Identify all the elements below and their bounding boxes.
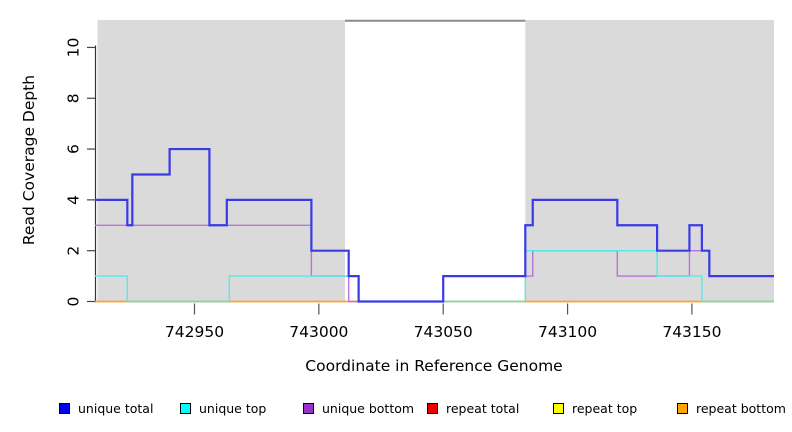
y-tick-label: 10 [64,38,82,58]
y-tick-label: 8 [64,93,82,103]
y-axis-title: Read Coverage Depth [20,74,38,246]
x-tick-label: 743000 [289,323,348,341]
legend-label: unique total [78,400,154,416]
repeat-region-right [525,20,774,303]
legend-swatch [677,402,688,414]
x-tick-label: 743050 [414,323,473,341]
legend-swatch [427,402,438,414]
legend-label: repeat top [572,400,638,416]
y-tick-label: 0 [64,297,82,307]
y-tick-label: 6 [64,144,82,154]
legend-swatch [553,402,564,414]
legend-item-unique-bottom: unique bottom [303,399,414,417]
legend-item-unique-total: unique total [59,399,153,417]
x-tick-label: 743100 [538,323,597,341]
legend-swatch [180,402,191,414]
legend-item-repeat-top: repeat top [553,399,637,417]
legend-item-repeat-total: repeat total [427,399,519,417]
series-line-unique-total [95,147,774,303]
legend-label: repeat total [446,400,520,416]
x-tick-label: 743150 [662,323,721,341]
legend-label: unique top [199,400,267,416]
legend-swatch [59,402,70,414]
legend-item-repeat-bottom: repeat bottom [677,399,786,417]
x-tick-label: 742950 [165,323,224,341]
legend-label: repeat bottom [696,400,786,416]
repeat-region-left [97,20,345,303]
y-tick-label: 4 [64,195,82,205]
y-tick-label: 2 [64,246,82,256]
legend-label: unique bottom [322,400,415,416]
x-axis-title: Coordinate in Reference Genome [305,357,563,375]
legend-item-unique-top: unique top [180,399,266,417]
legend-swatch [303,402,314,414]
